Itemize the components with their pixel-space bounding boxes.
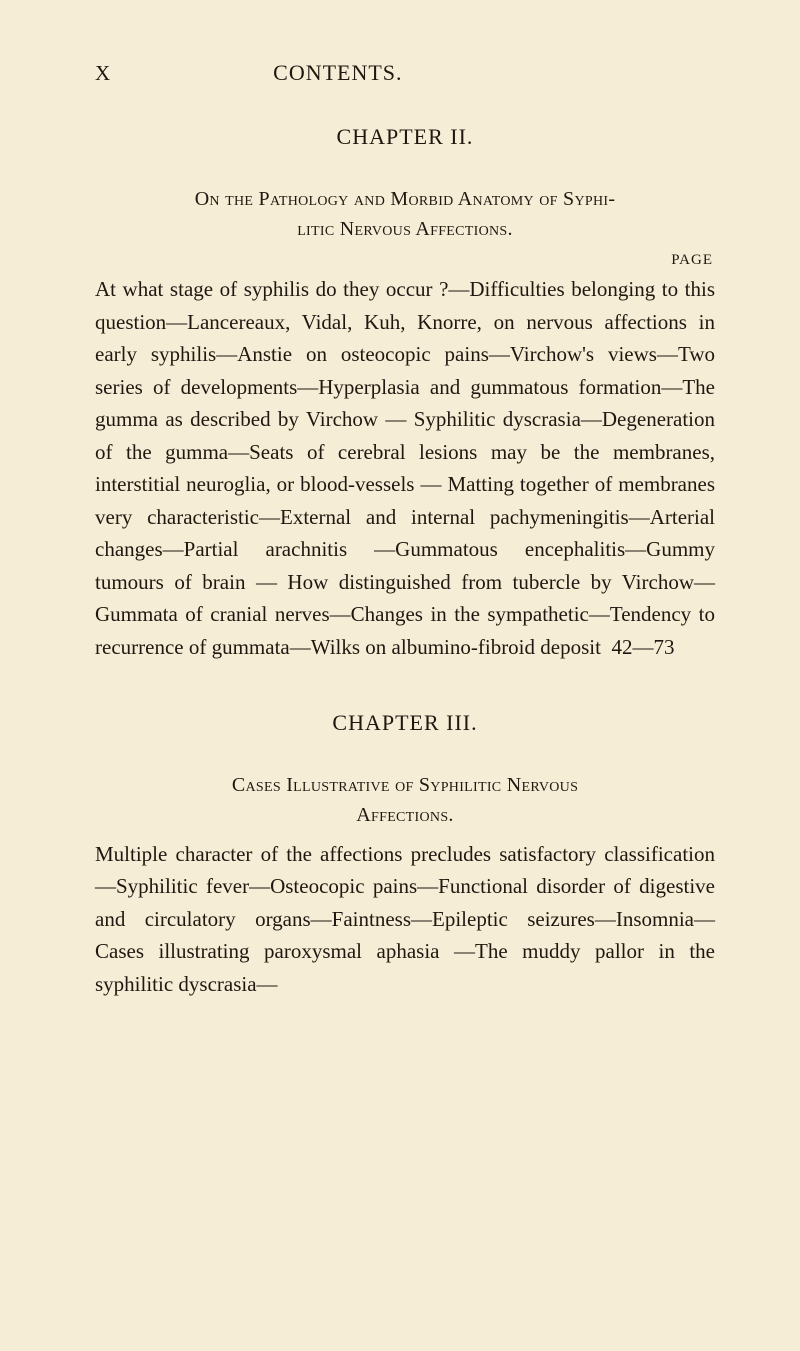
section-title-line-2: Affections. <box>356 804 453 826</box>
header-line: X CONTENTS. <box>95 60 715 86</box>
contents-title: CONTENTS. <box>273 60 552 86</box>
section-title-line-2: litic Nervous Affections. <box>297 218 513 240</box>
chapter-2-heading: CHAPTER II. <box>95 124 715 150</box>
chapter-3-section-title: Cases Illustrative of Syphilitic Nervous… <box>95 770 715 830</box>
chapter-2-section-title: On the Pathology and Morbid Anatomy of S… <box>95 184 715 244</box>
chapter-3-body: Multiple character of the affections pre… <box>95 838 715 1001</box>
chapter-3-body-text: Multiple character of the affections pre… <box>95 842 715 996</box>
chapter-3-heading: CHAPTER III. <box>95 710 715 736</box>
page-number: X <box>95 61 111 86</box>
chapter-2-page-range: 42—73 <box>611 635 674 659</box>
section-title-line-1: On the Pathology and Morbid Anatomy of S… <box>195 188 616 210</box>
section-title-line-1: Cases Illustrative of Syphilitic Nervous <box>232 774 578 796</box>
page-container: X CONTENTS. CHAPTER II. On the Pathology… <box>0 0 800 1351</box>
chapter-2-body-text: At what stage of syphilis do they occur … <box>95 277 715 659</box>
chapter-2-body: At what stage of syphilis do they occur … <box>95 273 715 664</box>
page-label: PAGE <box>95 252 715 269</box>
